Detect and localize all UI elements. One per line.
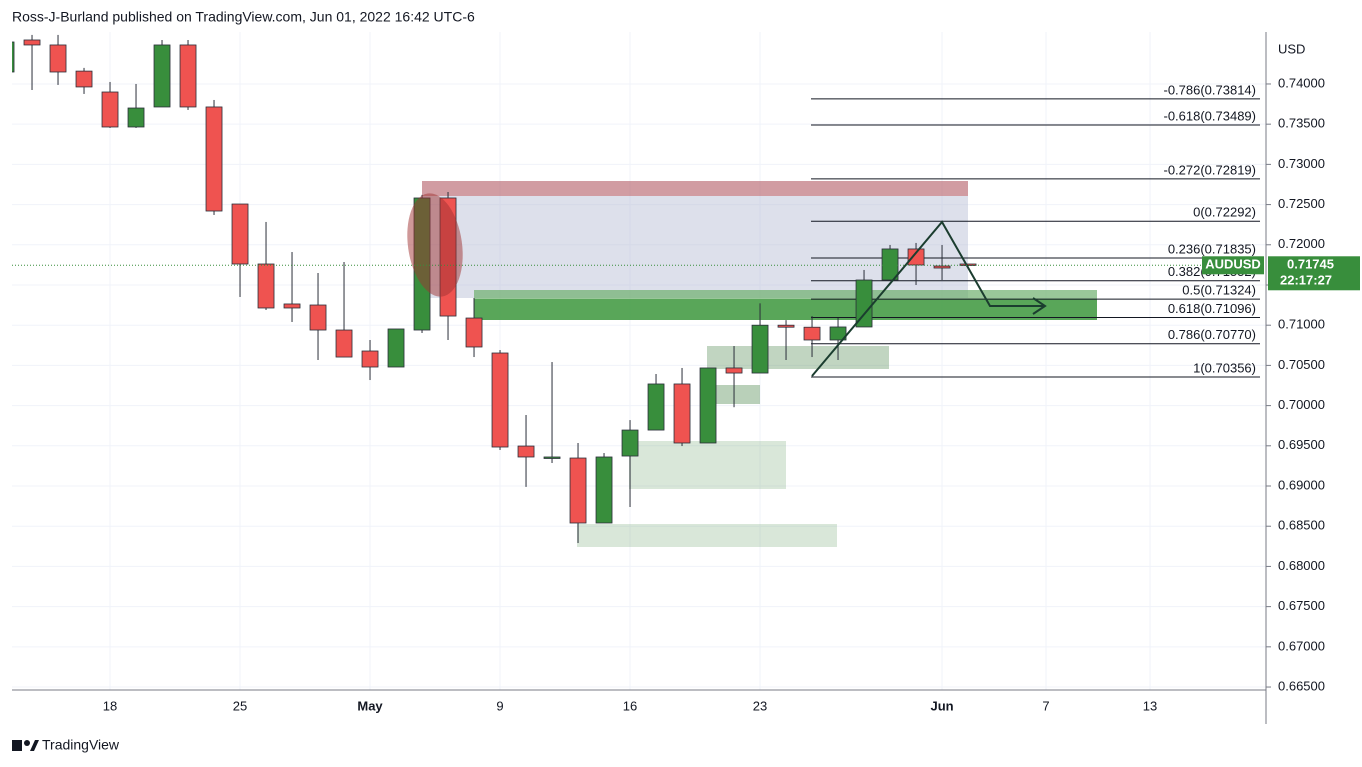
candle-body <box>933 265 951 269</box>
candle-body <box>907 248 925 266</box>
candle-body <box>335 329 353 358</box>
x-tick-label: 18 <box>103 698 117 713</box>
candle-body <box>829 326 847 341</box>
candle-body <box>101 91 119 128</box>
support-zone-top <box>474 290 1097 299</box>
fib-label: 0.618(0.71096) <box>1168 301 1256 316</box>
y-tick-label: 0.70500 <box>1278 357 1325 372</box>
y-tick-label: 0.68500 <box>1278 518 1325 533</box>
header: Ross-J-Burland published on TradingView.… <box>12 9 475 25</box>
candle-body <box>751 324 769 374</box>
symbol-label: AUDUSD <box>1205 257 1261 272</box>
y-tick-label: 0.68000 <box>1278 558 1325 573</box>
x-tick-label: Jun <box>930 698 953 713</box>
highlight-ellipse <box>407 193 463 297</box>
candle-body <box>595 456 613 524</box>
x-tick-label: 7 <box>1042 698 1049 713</box>
y-tick-label: 0.71000 <box>1278 317 1325 332</box>
annotations <box>407 193 1047 377</box>
fib-label: -0.272(0.72819) <box>1163 162 1256 177</box>
logo-mark <box>30 740 39 751</box>
x-tick-label: 16 <box>623 698 637 713</box>
candle-body <box>309 304 327 331</box>
candle-body <box>673 383 691 444</box>
candle-body <box>881 248 899 281</box>
y-tick-label: 0.69000 <box>1278 477 1325 492</box>
symbol-badge <box>1202 256 1264 275</box>
logo-mark <box>24 740 30 746</box>
candle-body <box>231 203 249 265</box>
y-tick-label: 0.74000 <box>1278 75 1325 90</box>
candle-body <box>543 456 561 459</box>
y-tick-label: 0.69500 <box>1278 437 1325 452</box>
candle-body <box>777 324 795 328</box>
y-tick-label: 0.73500 <box>1278 116 1325 131</box>
fib-label: 0.236(0.71835) <box>1168 241 1256 256</box>
support-zone <box>474 299 1097 320</box>
candle-body <box>23 39 41 46</box>
grid <box>12 32 1266 690</box>
fib-label: -0.618(0.73489) <box>1163 108 1256 123</box>
candle-body <box>127 107 145 128</box>
candle-body <box>621 429 639 457</box>
candle-body <box>491 352 509 448</box>
footer: TradingView <box>12 737 120 753</box>
candle-body <box>257 263 275 309</box>
y-tick-label: 0.67500 <box>1278 598 1325 613</box>
candle-body <box>803 326 821 341</box>
x-tick-label: May <box>357 698 383 713</box>
fib-label: 1(0.70356) <box>1193 360 1256 375</box>
y-tick-label: 0.72500 <box>1278 196 1325 211</box>
candle-body <box>75 70 93 88</box>
candle-body <box>699 367 717 444</box>
candle-body <box>725 367 743 374</box>
y-tick-label: 0.67000 <box>1278 638 1325 653</box>
candle-body <box>959 263 977 266</box>
resistance-zone <box>422 181 968 196</box>
logo-mark <box>12 740 22 751</box>
y-tick-label: 0.73000 <box>1278 156 1325 171</box>
y-tick-label: 0.70000 <box>1278 397 1325 412</box>
candle-body <box>569 457 587 524</box>
candle-body <box>12 41 15 73</box>
fib-label: 0(0.72292) <box>1193 205 1256 220</box>
price-badge <box>1268 256 1360 291</box>
x-tick-label: 25 <box>233 698 247 713</box>
candle-body <box>387 328 405 368</box>
candle-body <box>647 383 665 431</box>
fib-label: -0.786(0.73814) <box>1163 82 1256 97</box>
x-tick-label: 9 <box>496 698 503 713</box>
demand-zone <box>577 524 837 547</box>
fib-label: 0.786(0.70770) <box>1168 327 1256 342</box>
candle-body <box>49 44 67 73</box>
y-tick-label: 0.66500 <box>1278 678 1325 693</box>
footer-brand: TradingView <box>42 737 120 753</box>
price-label: 0.71745 <box>1287 257 1334 272</box>
candle-body <box>153 44 171 108</box>
x-tick-label: 13 <box>1143 698 1157 713</box>
projection-path <box>811 220 1045 377</box>
candle-body <box>517 445 535 458</box>
arrow-head <box>1032 297 1047 315</box>
candles <box>12 34 977 544</box>
countdown-label: 22:17:27 <box>1280 273 1332 288</box>
candle-body <box>465 317 483 348</box>
candle-body <box>283 303 301 309</box>
candle-body <box>205 106 223 212</box>
range-zone <box>422 196 968 298</box>
candle-body <box>179 44 197 108</box>
currency: USD <box>1278 41 1305 56</box>
fib-label: 0.5(0.71324) <box>1182 283 1256 298</box>
y-tick-label: 0.72000 <box>1278 236 1325 251</box>
x-tick-label: 23 <box>753 698 767 713</box>
candle-body <box>361 350 379 368</box>
demand-zone <box>629 441 786 489</box>
